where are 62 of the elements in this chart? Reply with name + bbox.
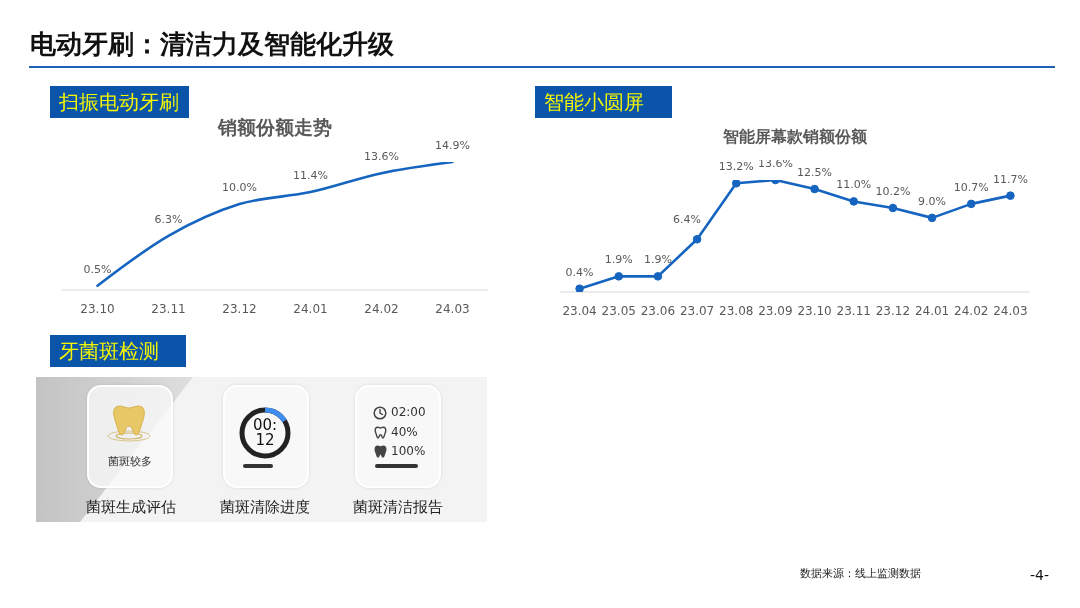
text: 02:00 [391, 405, 426, 420]
data-label: 6.4% [673, 213, 702, 227]
data-label: 1.9% [643, 253, 672, 267]
chart-subtitle: 销额份额走势 [218, 115, 332, 139]
data-label: 6.3% [154, 212, 183, 226]
x-tick-label: 23.04 [562, 303, 597, 318]
point [731, 180, 741, 188]
point [575, 284, 584, 292]
text: 电动牙刷：清洁力及智能化升级 [30, 29, 394, 60]
x-tick-label: 24.03 [435, 301, 470, 316]
text: 菌斑较多 [108, 454, 152, 469]
x-tick-label: 24.01 [293, 301, 328, 316]
source-note: 数据来源：线上监测数据 [800, 566, 921, 581]
point [614, 272, 624, 281]
x-tick-label: 23.10 [80, 301, 115, 316]
point [849, 197, 859, 206]
x-tick-label: 23.12 [875, 303, 911, 318]
data-label: 0.5% [83, 262, 112, 276]
x-tick-label: 24.01 [914, 303, 950, 318]
data-label: 10.2% [875, 185, 911, 198]
data-label: 1.9% [604, 253, 633, 267]
chart-subtitle: 智能屏幕款销额份额 [723, 127, 867, 147]
x-tick-label: 23.11 [836, 303, 871, 318]
text: 100% [391, 444, 426, 459]
x-tick-label: 23.09 [758, 303, 793, 318]
x-tick-label: 24.03 [993, 303, 1028, 318]
point [966, 199, 976, 209]
text: -4- [1030, 566, 1050, 584]
data-label: 9.0% [918, 194, 947, 208]
data-label: 13.6% [364, 150, 399, 164]
x-tick-label: 24.02 [364, 301, 399, 316]
data-label: 10.0% [222, 181, 257, 195]
data-label: 10.7% [953, 180, 989, 194]
data-label: 0.4% [565, 265, 594, 279]
point [888, 203, 898, 213]
data-label: 13.2% [718, 160, 754, 174]
text: 菌斑清除进度 [220, 498, 310, 517]
x-tick-label: 24.02 [954, 303, 989, 318]
text: 菌斑生成评估 [86, 498, 176, 517]
point [1006, 191, 1015, 200]
chart-title: 扫振电动牙刷 [59, 89, 179, 114]
x-tick-label: 23.05 [601, 303, 636, 318]
x-tick-label: 23.11 [151, 301, 186, 316]
text: 40% [391, 425, 418, 440]
point [810, 184, 819, 194]
data-label: 11.0% [836, 178, 872, 192]
x-tick-label: 23.10 [797, 303, 832, 318]
x-tick-label: 23.12 [222, 301, 257, 316]
point [653, 272, 663, 281]
point [692, 234, 702, 244]
text: 牙菌斑检测 [59, 338, 159, 363]
text: 菌斑清洁报告 [353, 498, 443, 517]
data-label: 12.5% [797, 166, 833, 180]
data-label: 11.7% [992, 172, 1028, 186]
text: 00:12 [251, 416, 279, 449]
data-label: 14.9% [435, 139, 470, 152]
x-tick-label: 23.07 [679, 303, 715, 318]
chart-title: 智能小圆屏 [544, 89, 644, 114]
x-tick-label: 23.08 [719, 303, 754, 318]
x-tick-label: 23.06 [640, 303, 676, 318]
point [927, 213, 937, 223]
data-label: 11.4% [293, 169, 328, 183]
